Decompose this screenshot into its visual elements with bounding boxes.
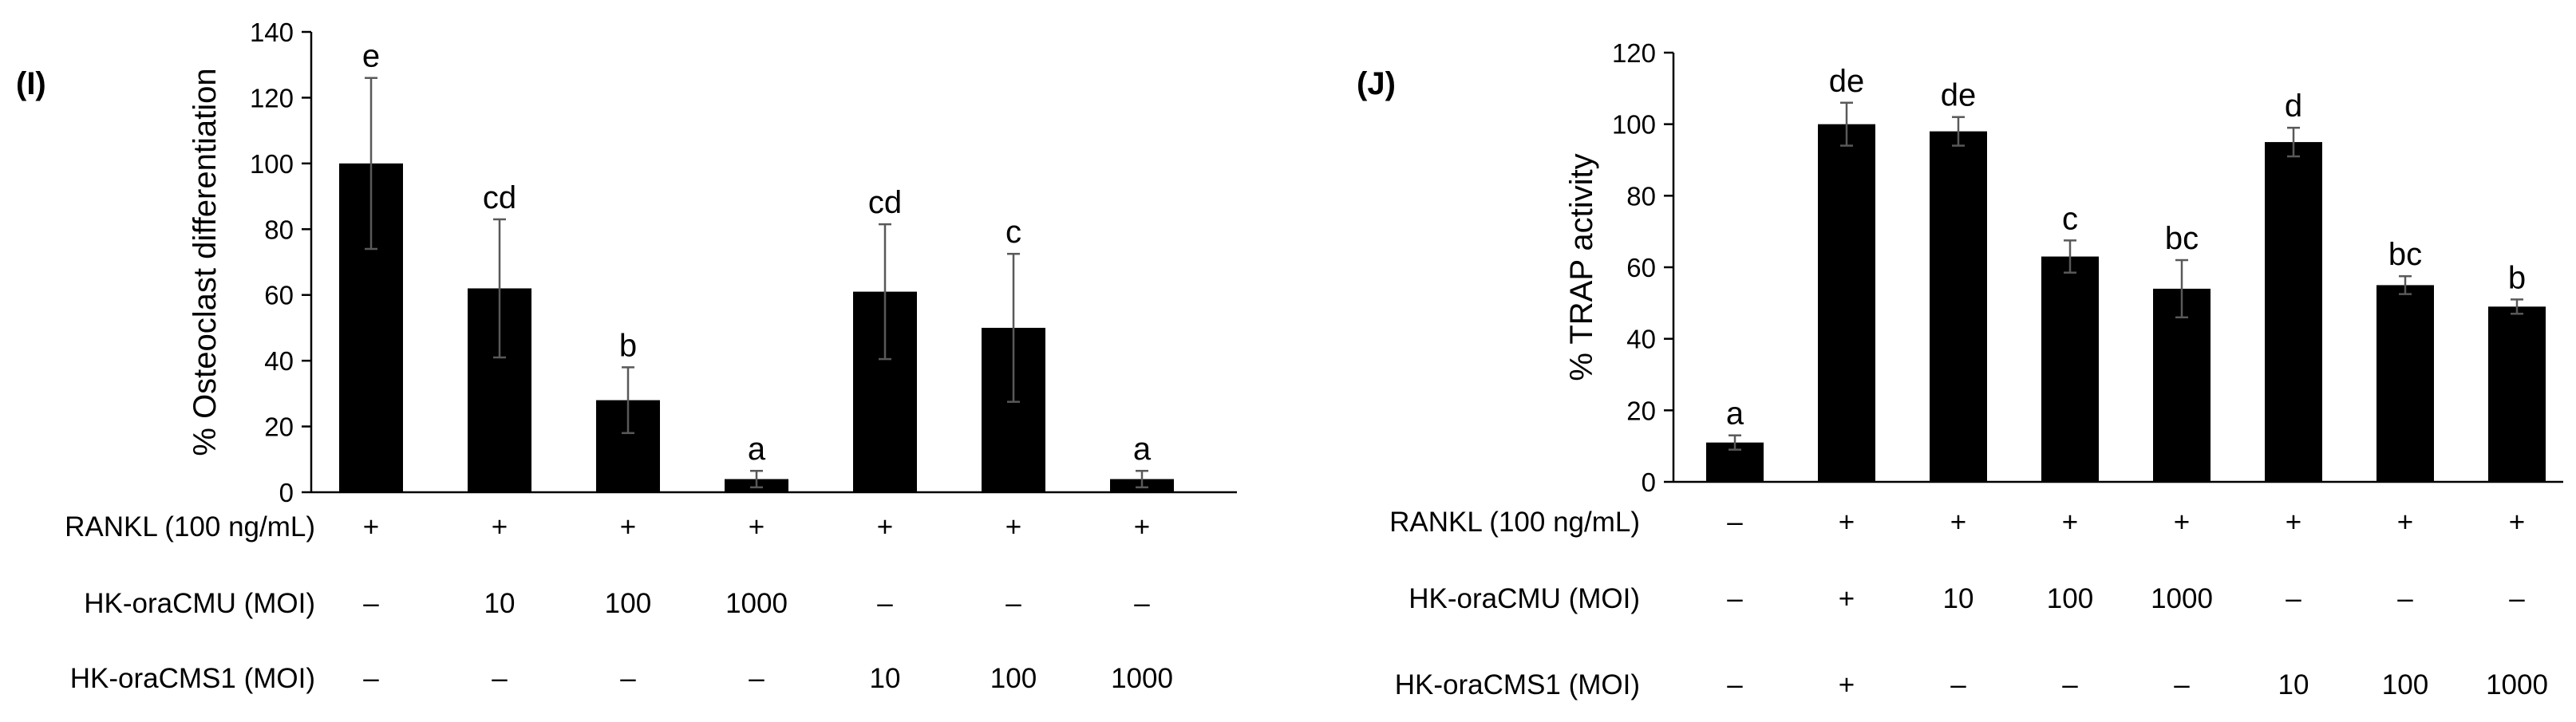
condition-cell: 10 xyxy=(2278,669,2309,700)
condition-cell: – xyxy=(1727,583,1743,614)
condition-cell: – xyxy=(1006,588,1021,619)
condition-cell: 100 xyxy=(2047,583,2093,614)
condition-cell: + xyxy=(1839,669,1855,700)
condition-cell: – xyxy=(1134,588,1150,619)
panel-label: (J) xyxy=(1357,66,1396,101)
significance-letter: bc xyxy=(2165,221,2199,256)
condition-cell: + xyxy=(2509,507,2525,538)
y-tick-label: 80 xyxy=(1626,181,1656,211)
significance-letter: de xyxy=(1829,64,1865,99)
bar xyxy=(1818,124,1875,482)
y-tick-label: 20 xyxy=(264,412,294,442)
condition-row-label: HK-oraCMS1 (MOI) xyxy=(1395,669,1640,700)
significance-letter: b xyxy=(619,328,637,363)
y-tick-label: 100 xyxy=(1612,110,1656,140)
y-tick-label: 80 xyxy=(264,215,294,244)
condition-cell: – xyxy=(1727,669,1743,700)
bar xyxy=(2376,285,2434,482)
y-tick-label: 40 xyxy=(264,346,294,376)
y-axis-label: % TRAP activity xyxy=(1564,153,1599,381)
condition-cell: – xyxy=(1950,669,1966,700)
bar xyxy=(2265,142,2322,483)
condition-cell: – xyxy=(2174,669,2190,700)
condition-cell: 10 xyxy=(484,588,516,619)
condition-cell: – xyxy=(2286,583,2301,614)
significance-letter: cd xyxy=(868,185,902,220)
condition-cell: – xyxy=(363,588,379,619)
significance-letter: d xyxy=(2285,89,2302,124)
y-tick-label: 120 xyxy=(1612,38,1656,68)
condition-cell: – xyxy=(363,663,379,694)
condition-row-label: HK-oraCMS1 (MOI) xyxy=(70,663,315,694)
condition-cell: + xyxy=(363,511,379,542)
y-tick-label: 0 xyxy=(279,478,294,507)
y-tick-label: 60 xyxy=(264,281,294,310)
condition-cell: + xyxy=(1006,511,1021,542)
condition-cell: 1000 xyxy=(725,588,788,619)
condition-cell: + xyxy=(1134,511,1150,542)
significance-letter: b xyxy=(2508,260,2526,295)
y-tick-label: 120 xyxy=(250,83,294,112)
condition-cell: 1000 xyxy=(1111,663,1173,694)
panel-label: (I) xyxy=(16,66,46,101)
significance-letter: c xyxy=(2062,201,2078,236)
significance-letter: de xyxy=(1941,78,1977,113)
condition-cell: + xyxy=(492,511,508,542)
condition-cell: 10 xyxy=(870,663,901,694)
condition-cell: – xyxy=(877,588,893,619)
condition-row-label: HK-oraCMU (MOI) xyxy=(1409,583,1640,614)
condition-cell: + xyxy=(620,511,636,542)
condition-row-label: HK-oraCMU (MOI) xyxy=(84,588,315,619)
condition-cell: + xyxy=(1839,583,1855,614)
significance-letter: cd xyxy=(483,180,516,215)
condition-cell: 1000 xyxy=(2486,669,2548,700)
condition-cell: + xyxy=(877,511,893,542)
condition-cell: + xyxy=(2062,507,2078,538)
condition-row-label: RANKL (100 ng/mL) xyxy=(65,511,315,542)
y-tick-label: 140 xyxy=(250,18,294,47)
significance-letter: a xyxy=(748,432,766,467)
condition-cell: 100 xyxy=(990,663,1037,694)
significance-letter: a xyxy=(1726,397,1744,432)
bar xyxy=(2041,256,2099,482)
condition-cell: – xyxy=(2397,583,2413,614)
condition-cell: – xyxy=(2509,583,2525,614)
y-tick-label: 20 xyxy=(1626,396,1656,425)
condition-cell: – xyxy=(1727,507,1743,538)
significance-letter: a xyxy=(1133,432,1152,467)
y-tick-label: 0 xyxy=(1642,468,1656,497)
y-axis-label: % Osteoclast differentiation xyxy=(188,68,223,456)
condition-cell: – xyxy=(620,663,636,694)
bar xyxy=(2153,288,2211,482)
condition-cell: – xyxy=(2062,669,2078,700)
condition-cell: 10 xyxy=(1943,583,1974,614)
condition-cell: – xyxy=(749,663,765,694)
condition-cell: 1000 xyxy=(2151,583,2213,614)
condition-cell: 100 xyxy=(2382,669,2428,700)
condition-cell: + xyxy=(1839,507,1855,538)
bar xyxy=(2488,306,2546,482)
chart-panel-J: (J) 0 20 40 60 80 100 120 % TRAP activity a de de c b… xyxy=(1357,38,2563,700)
significance-letter: bc xyxy=(2388,237,2422,272)
y-tick-label: 40 xyxy=(1626,325,1656,354)
condition-cell: – xyxy=(492,663,508,694)
condition-cell: + xyxy=(2174,507,2190,538)
condition-cell: 100 xyxy=(605,588,651,619)
chart-panel-I: (I) 0 20 40 60 80 100 120 140 % Osteoclast differ… xyxy=(16,18,1237,694)
condition-cell: + xyxy=(2286,507,2301,538)
significance-letter: e xyxy=(362,39,380,74)
condition-row-label: RANKL (100 ng/mL) xyxy=(1389,507,1640,538)
y-tick-label: 60 xyxy=(1626,253,1656,282)
bar xyxy=(1930,131,1987,482)
condition-cell: + xyxy=(2397,507,2413,538)
y-tick-label: 100 xyxy=(250,149,294,179)
condition-cell: + xyxy=(1950,507,1966,538)
significance-letter: c xyxy=(1006,215,1021,250)
condition-cell: + xyxy=(749,511,765,542)
